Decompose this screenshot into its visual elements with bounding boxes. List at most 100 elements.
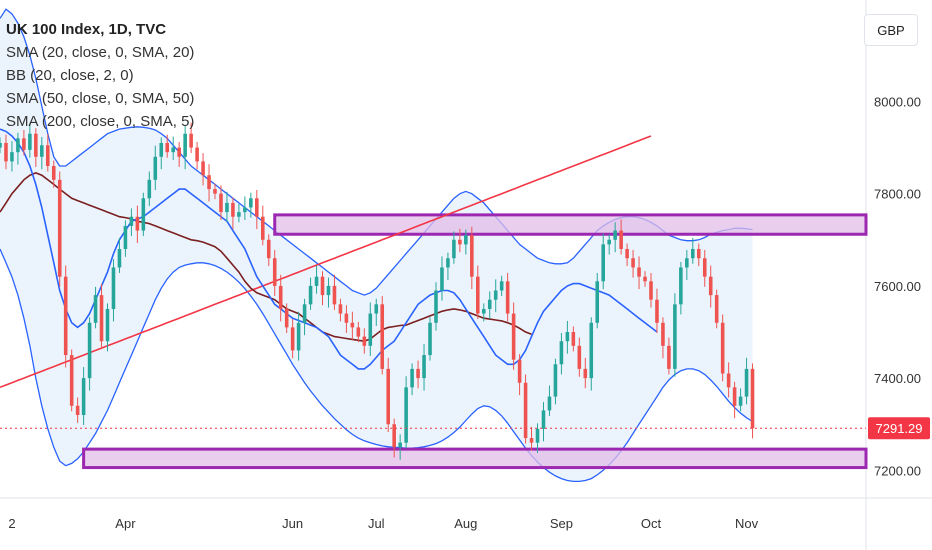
candle bbox=[434, 282, 438, 331]
price-tick-label: 7400.00 bbox=[874, 371, 921, 386]
candle-body bbox=[332, 285, 337, 305]
candle-body bbox=[105, 308, 110, 342]
candle-body bbox=[320, 276, 325, 296]
candle bbox=[141, 192, 146, 237]
candle-body bbox=[601, 244, 606, 282]
candle bbox=[440, 256, 444, 301]
candle-body bbox=[517, 359, 522, 383]
candle-body bbox=[111, 267, 116, 309]
candle bbox=[308, 277, 313, 310]
candle-body bbox=[22, 138, 26, 150]
candle bbox=[702, 249, 707, 287]
candle bbox=[326, 277, 331, 308]
candle bbox=[673, 293, 677, 377]
candle bbox=[356, 321, 361, 343]
candle bbox=[243, 196, 247, 220]
candle-body bbox=[553, 364, 558, 397]
candle bbox=[183, 125, 187, 170]
candle bbox=[577, 337, 582, 377]
candle-body bbox=[434, 290, 438, 323]
candle bbox=[278, 274, 283, 322]
candle-body bbox=[135, 216, 140, 231]
candle bbox=[625, 243, 629, 267]
candle-body bbox=[679, 267, 683, 305]
candle bbox=[446, 252, 450, 280]
candle bbox=[34, 128, 38, 167]
candle-body bbox=[493, 290, 498, 300]
candle bbox=[685, 249, 689, 280]
time-tick-label: Oct bbox=[641, 516, 662, 531]
candle-body bbox=[225, 202, 229, 213]
candle bbox=[123, 220, 128, 257]
candle bbox=[57, 171, 62, 287]
price-tick-label: 8000.00 bbox=[874, 94, 921, 109]
candle bbox=[296, 311, 301, 361]
candle bbox=[481, 303, 486, 322]
candle-body bbox=[738, 396, 743, 406]
time-tick-label: Jun bbox=[282, 516, 303, 531]
legend-bb[interactable]: BB (20, close, 2, 0) bbox=[6, 67, 134, 84]
candle-body bbox=[34, 133, 38, 157]
legend-sma50[interactable]: SMA (50, close, 0, SMA, 50) bbox=[6, 90, 195, 107]
candle bbox=[338, 298, 343, 322]
candle-body bbox=[249, 198, 253, 208]
candle bbox=[535, 423, 540, 453]
candle-body bbox=[75, 405, 80, 415]
candle bbox=[231, 197, 235, 230]
candle-body bbox=[422, 355, 426, 379]
candle bbox=[255, 189, 259, 230]
candle-body bbox=[720, 322, 725, 374]
candle bbox=[619, 219, 623, 255]
candle bbox=[350, 311, 355, 340]
candle-body bbox=[649, 281, 653, 300]
candle bbox=[523, 374, 528, 444]
candle bbox=[284, 303, 289, 333]
candle bbox=[565, 320, 570, 354]
candle bbox=[75, 397, 80, 423]
candle bbox=[732, 381, 737, 419]
candle-body bbox=[470, 235, 474, 277]
candle-body bbox=[40, 145, 44, 157]
candle bbox=[643, 271, 647, 287]
candle bbox=[487, 291, 492, 320]
candle bbox=[679, 261, 683, 315]
time-tick-label: Jul bbox=[368, 516, 385, 531]
sma50-line bbox=[0, 172, 532, 343]
candle-body bbox=[529, 438, 534, 443]
legend-sma20[interactable]: SMA (20, close, 0, SMA, 20) bbox=[6, 44, 195, 61]
candle bbox=[225, 191, 229, 223]
candle-body bbox=[219, 193, 223, 213]
candle bbox=[738, 388, 743, 412]
price-tick-label: 7200.00 bbox=[874, 463, 921, 478]
candle-body bbox=[505, 281, 510, 314]
candle-body bbox=[732, 387, 737, 406]
candle-body bbox=[655, 299, 659, 323]
candle-body bbox=[374, 304, 379, 314]
legend-sma200[interactable]: SMA (200, close, 0, SMA, 5) bbox=[6, 113, 195, 130]
currency-button[interactable]: GBP bbox=[864, 14, 918, 46]
candle bbox=[81, 367, 86, 426]
candle bbox=[22, 130, 26, 156]
candle bbox=[589, 317, 594, 391]
candle-body bbox=[129, 216, 134, 226]
candle-body bbox=[57, 179, 62, 277]
candle-body bbox=[523, 382, 528, 439]
candle bbox=[595, 272, 600, 329]
candle-body bbox=[308, 285, 313, 305]
candle-body bbox=[702, 258, 707, 277]
candle bbox=[249, 192, 253, 218]
candle-body bbox=[0, 142, 2, 148]
candle-body bbox=[541, 410, 546, 429]
candle bbox=[153, 145, 158, 190]
candle-body bbox=[266, 239, 271, 259]
candle-body bbox=[362, 336, 367, 346]
candle bbox=[613, 222, 617, 253]
candle-body bbox=[404, 387, 408, 443]
candle bbox=[404, 376, 408, 449]
candle bbox=[398, 434, 402, 460]
time-tick-label: Sep bbox=[550, 516, 573, 531]
candle-body bbox=[511, 313, 516, 360]
candle bbox=[559, 332, 564, 375]
candle-body bbox=[487, 299, 492, 309]
